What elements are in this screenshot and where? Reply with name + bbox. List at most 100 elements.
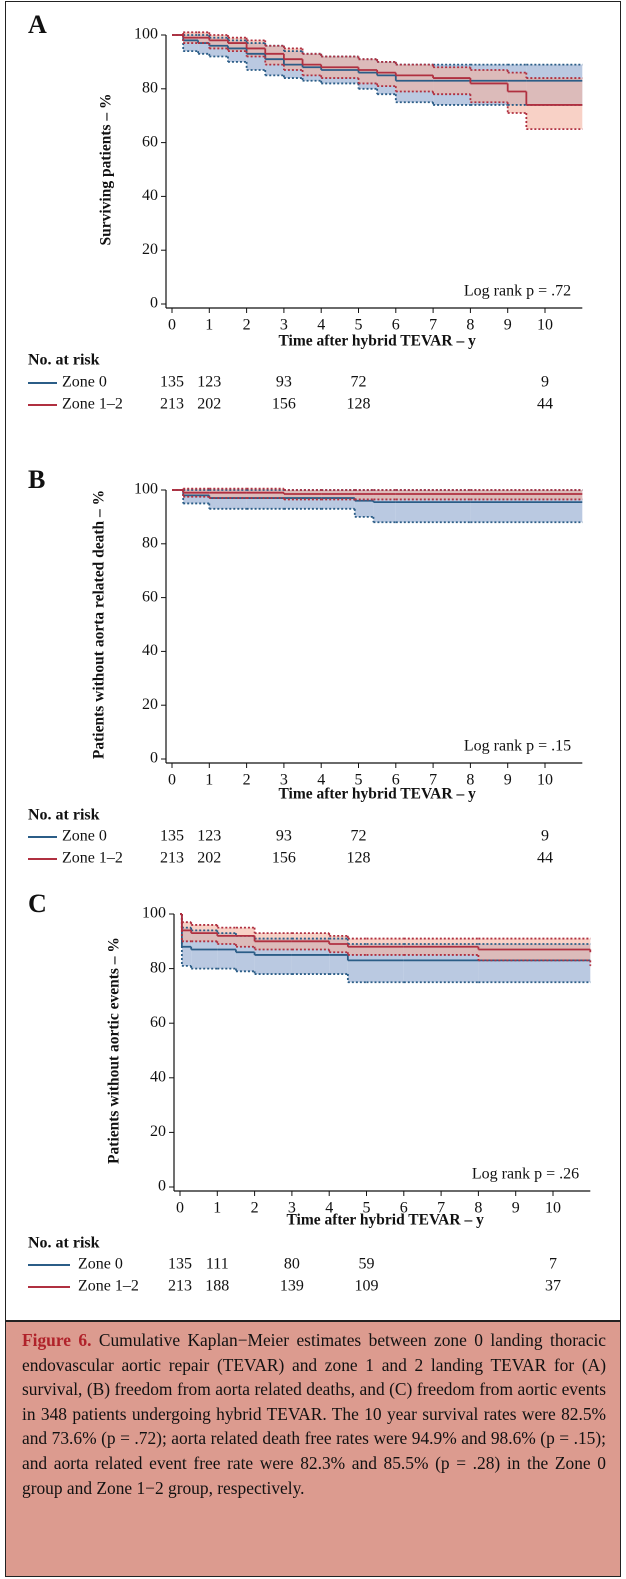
- y-tick-label: 80: [142, 79, 158, 96]
- at-risk-count: 123: [197, 828, 221, 845]
- at-risk-count: 202: [197, 850, 221, 867]
- risk-table-title: No. at risk: [28, 807, 100, 824]
- ci-band: [235, 927, 255, 947]
- at-risk-count: 109: [355, 1278, 379, 1295]
- caption: Figure 6. Cumulative Kaplan−Meier estima…: [5, 1321, 621, 1577]
- x-tick-label: 8: [466, 317, 474, 334]
- y-tick-label: 0: [150, 750, 158, 767]
- x-tick-label: 9: [504, 772, 512, 789]
- x-tick-label: 5: [355, 317, 363, 334]
- at-risk-count: 188: [205, 1278, 229, 1295]
- at-risk-count: 44: [537, 850, 553, 867]
- legend-label: Zone 0: [78, 1256, 123, 1273]
- ci-band: [507, 72, 527, 114]
- at-risk-count: 156: [272, 850, 296, 867]
- x-tick-label: 0: [168, 772, 176, 789]
- risk-table-title: No. at risk: [28, 1235, 100, 1252]
- x-tick-label: 6: [392, 772, 400, 789]
- y-tick-label: 60: [142, 588, 158, 605]
- at-risk-count: 213: [160, 850, 184, 867]
- at-risk-count: 72: [351, 374, 367, 391]
- ci-band: [198, 35, 210, 54]
- x-tick-label: 10: [537, 772, 553, 789]
- x-tick-label: 7: [429, 772, 437, 789]
- at-risk-count: 156: [272, 396, 296, 413]
- caption-label: Figure 6.: [22, 1330, 92, 1350]
- y-tick-label: 60: [150, 1014, 166, 1031]
- y-tick-label: 60: [142, 133, 158, 150]
- x-tick-label: 1: [205, 772, 213, 789]
- at-risk-count: 135: [160, 828, 184, 845]
- y-tick-label: 20: [150, 1123, 166, 1140]
- at-risk-count: 72: [351, 828, 367, 845]
- y-axis-title: Surviving patients – %: [98, 93, 115, 245]
- legend-label: Zone 1–2: [62, 396, 123, 413]
- at-risk-count: 123: [197, 374, 221, 391]
- x-tick-label: 1: [213, 1200, 221, 1217]
- y-tick-label: 20: [142, 696, 158, 713]
- at-risk-count: 37: [545, 1278, 561, 1295]
- x-tick-label: 3: [280, 772, 288, 789]
- x-tick-label: 10: [537, 317, 553, 334]
- x-tick-label: 6: [392, 317, 400, 334]
- x-tick-label: 5: [363, 1200, 371, 1217]
- at-risk-count: 213: [168, 1278, 192, 1295]
- at-risk-count: 93: [276, 828, 292, 845]
- y-tick-label: 100: [134, 26, 158, 43]
- at-risk-count: 111: [206, 1256, 229, 1273]
- legend-label: Zone 1–2: [78, 1278, 139, 1295]
- x-tick-label: 5: [355, 772, 363, 789]
- x-tick-label: 2: [243, 772, 251, 789]
- risk-table-title: No. at risk: [28, 352, 100, 369]
- ci-band: [358, 59, 378, 84]
- y-tick-label: 0: [158, 1178, 166, 1195]
- panel-label: C: [28, 889, 47, 918]
- y-tick-label: 100: [142, 905, 166, 922]
- x-axis-title: Time after hybrid TEVAR – y: [278, 786, 476, 803]
- x-tick-label: 7: [437, 1200, 445, 1217]
- y-axis-title: Patients without aorta related death – %: [91, 490, 108, 759]
- x-tick-label: 9: [512, 1200, 520, 1217]
- y-tick-label: 100: [134, 481, 158, 498]
- x-tick-label: 4: [325, 1200, 333, 1217]
- y-tick-label: 20: [142, 241, 158, 258]
- y-tick-label: 40: [142, 187, 158, 204]
- at-risk-count: 80: [284, 1256, 300, 1273]
- y-tick-label: 40: [142, 642, 158, 659]
- y-tick-label: 80: [142, 534, 158, 551]
- at-risk-count: 7: [549, 1256, 557, 1273]
- x-tick-label: 4: [317, 772, 325, 789]
- at-risk-count: 202: [197, 396, 221, 413]
- y-axis-title: Patients without aortic events – %: [106, 937, 123, 1164]
- figure-frame: [5, 1, 621, 1321]
- y-tick-label: 40: [150, 1068, 166, 1085]
- ci-band: [265, 45, 284, 65]
- x-axis-title: Time after hybrid TEVAR – y: [278, 333, 476, 350]
- x-tick-label: 1: [205, 317, 213, 334]
- x-tick-label: 7: [429, 317, 437, 334]
- panel-label: A: [28, 10, 47, 39]
- x-tick-label: 2: [243, 317, 251, 334]
- y-tick-label: 0: [150, 295, 158, 312]
- x-tick-label: 9: [504, 317, 512, 334]
- panel-label: B: [28, 465, 45, 494]
- x-tick-label: 8: [466, 772, 474, 789]
- ci-band: [395, 64, 434, 92]
- caption-text: Cumulative Kaplan−Meier estimates betwee…: [22, 1330, 607, 1498]
- legend-label: Zone 1–2: [62, 850, 123, 867]
- at-risk-count: 59: [359, 1256, 375, 1273]
- x-tick-label: 2: [251, 1200, 259, 1217]
- ci-band: [181, 922, 192, 942]
- ci-band: [470, 69, 508, 103]
- ci-band: [377, 61, 396, 87]
- x-tick-label: 0: [176, 1200, 184, 1217]
- x-tick-label: 10: [545, 1200, 561, 1217]
- x-tick-label: 8: [474, 1200, 482, 1217]
- x-tick-label: 4: [317, 317, 325, 334]
- annotation: Log rank p = .15: [464, 738, 571, 755]
- legend-label: Zone 0: [62, 374, 107, 391]
- at-risk-count: 139: [280, 1278, 304, 1295]
- annotation: Log rank p = .26: [472, 1166, 579, 1183]
